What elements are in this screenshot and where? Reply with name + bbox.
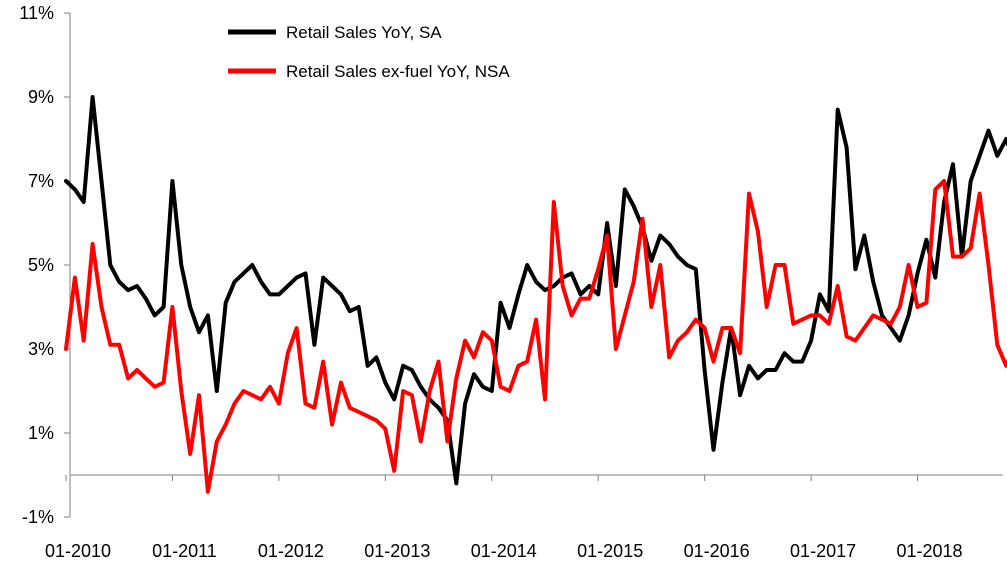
x-tick-label: 01-2017	[790, 541, 856, 561]
y-tick-label: -1%	[22, 507, 54, 527]
series-line-retail-sales-ex-fuel	[64, 179, 1007, 494]
x-tick-label: 01-2011	[152, 541, 217, 561]
legend-label-retail-sales-ex-fuel: Retail Sales ex-fuel YoY, NSA	[286, 62, 510, 81]
x-tick-label: 01-2014	[471, 541, 537, 561]
x-tick-label: 01-2010	[45, 541, 111, 561]
x-axis: 01-2010 01-2011 01-2012 01-2013 01-2014 01-20…	[45, 474, 1003, 561]
y-tick-label: 7%	[28, 171, 54, 191]
x-tick-label: 01-2013	[364, 541, 430, 561]
x-tick-label: 01-2015	[577, 541, 643, 561]
x-tick-label: 01-2016	[684, 541, 750, 561]
x-tick-label: 01-2012	[258, 541, 324, 561]
legend: Retail Sales YoY, SA Retail Sales ex-fue…	[228, 23, 510, 81]
y-tick-label: 1%	[28, 423, 54, 443]
series-layer	[64, 95, 1007, 494]
x-tick-label: 01-2018	[896, 541, 962, 561]
y-tick-label: 3%	[28, 339, 54, 359]
y-tick-label: 5%	[28, 255, 54, 275]
y-tick-label: 9%	[28, 87, 54, 107]
series-line-retail-sales-sa	[64, 95, 1007, 486]
y-axis: -1% 1% 3% 5% 7% 9% 11%	[19, 3, 71, 527]
y-tick-label: 11%	[19, 3, 54, 23]
legend-label-retail-sales-sa: Retail Sales YoY, SA	[286, 23, 442, 42]
